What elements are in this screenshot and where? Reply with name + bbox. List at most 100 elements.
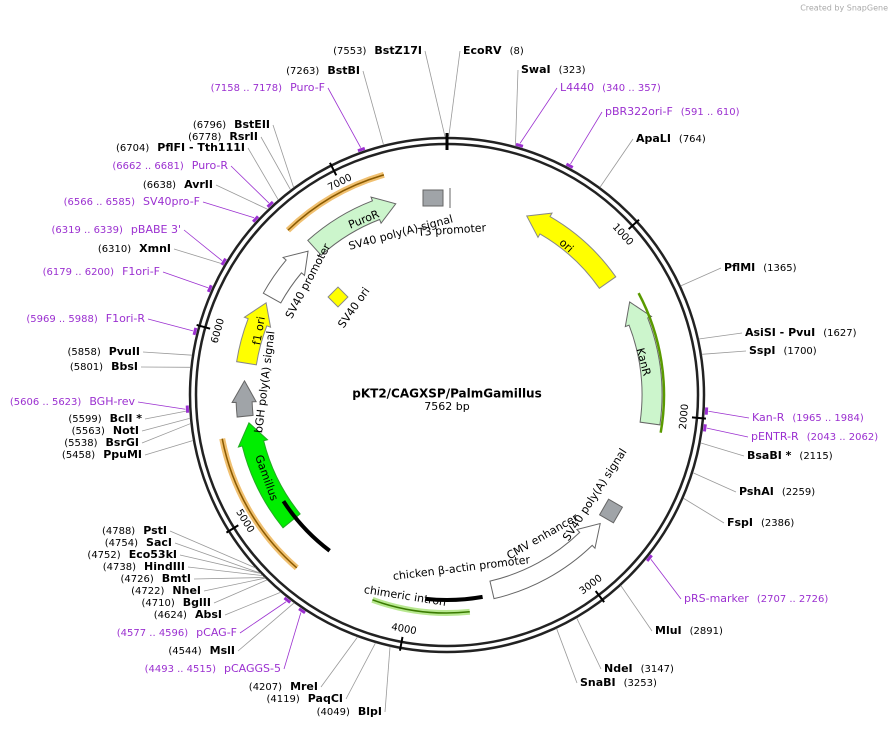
site-leader: [385, 647, 390, 712]
site-position: (2043 .. 2062): [807, 432, 879, 443]
site-label: PflMI(1365): [724, 261, 797, 274]
site-position: (4752): [87, 550, 120, 561]
site-label: AsiSI - PvuI(1627): [745, 326, 857, 339]
primer-leader: [707, 428, 748, 437]
primer-label: (4577 .. 4596)pCAG-F: [117, 626, 237, 639]
site-position: (7158 .. 7178): [211, 83, 283, 94]
site-label: (4624)AbsI: [154, 608, 222, 621]
site-position: (5969 .. 5988): [26, 314, 98, 325]
primer-leader: [708, 411, 749, 418]
site-name: SV40pro-F: [143, 195, 200, 208]
site-position: (4544): [168, 646, 201, 657]
site-label: (4119)PaqCI: [267, 692, 344, 705]
site-leader: [321, 637, 358, 687]
primer-label: (5969 .. 5988)F1ori-R: [26, 312, 145, 325]
site-name: Puro-R: [192, 159, 229, 172]
site-leader: [346, 643, 375, 699]
site-name: ApaLI: [636, 132, 671, 145]
site-name: SnaBI: [580, 676, 616, 689]
site-label: NdeI(3147): [604, 662, 674, 675]
site-leader: [261, 137, 291, 190]
site-label: (5801) BbsI: [70, 360, 138, 373]
site-leader: [425, 51, 445, 137]
site-label: SwaI (323): [521, 63, 586, 76]
site-position: (5858): [67, 347, 100, 358]
primer-label: (5606 .. 5623) BGH-rev: [10, 395, 136, 408]
site-leader: [557, 629, 577, 683]
site-name: pCAG-F: [196, 626, 237, 639]
site-name: BstBI: [327, 64, 360, 77]
site-name: AsiSI - PvuI: [745, 326, 815, 339]
feature-box: [600, 499, 623, 523]
site-position: (6319 .. 6339): [52, 225, 124, 236]
site-label: EcoRV(8): [463, 44, 524, 57]
site-position: (6704): [116, 143, 149, 154]
map-title: pKT2/CAGXSP/PalmGamillus: [352, 387, 542, 401]
site-leader: [681, 268, 721, 286]
primer-label: (6566 .. 6585) SV40pro-F: [64, 195, 200, 208]
site-position: (4119): [267, 694, 300, 705]
site-label: SspI(1700): [749, 344, 817, 357]
site-label: (6310)XmnI: [98, 242, 171, 255]
site-position: (1700): [783, 346, 816, 357]
site-position: (6638): [143, 180, 176, 191]
primer-leader: [231, 166, 269, 203]
site-position: (5538): [64, 438, 97, 449]
site-leader: [194, 577, 265, 579]
site-label: (6704)PflFI - Tth111I: [116, 141, 245, 154]
site-position: (4049): [317, 707, 350, 718]
primer-label: pBR322ori-F (591 .. 610): [605, 105, 740, 118]
site-leader: [248, 148, 278, 200]
site-name: BbsI: [111, 360, 138, 373]
site-label: (7263)BstBI: [286, 64, 360, 77]
site-name: FspI: [727, 516, 753, 529]
tick-label: 4000: [390, 622, 417, 637]
site-name: MslI: [210, 644, 235, 657]
primer-mark: [704, 424, 705, 431]
site-position: (4738): [103, 562, 136, 573]
primer-leader: [651, 559, 681, 599]
primer-label: pRS-marker(2707 .. 2726): [684, 592, 828, 605]
map-size: 7562 bp: [424, 400, 469, 413]
site-name: BGH-rev: [89, 395, 135, 408]
site-leader: [683, 498, 724, 523]
site-name: SwaI: [521, 63, 551, 76]
site-position: (591 .. 610): [681, 107, 740, 118]
primer-leader: [148, 319, 193, 331]
site-position: (2707 .. 2726): [757, 594, 829, 605]
site-position: (4493 .. 4515): [145, 664, 217, 675]
site-position: (5801): [70, 362, 103, 373]
site-label: SnaBI(3253): [580, 676, 657, 689]
site-name: AvrII: [184, 178, 213, 191]
site-position: (5606 .. 5623): [10, 397, 82, 408]
site-leader: [145, 411, 189, 419]
primer-mark: [194, 328, 196, 335]
site-name: PpuMI: [103, 448, 142, 461]
primer-leader: [520, 88, 557, 143]
site-position: (4624): [154, 610, 187, 621]
feature-arrow: [232, 381, 256, 417]
site-name: pBR322ori-F: [605, 105, 673, 118]
site-label: (4544) MslI: [168, 644, 235, 657]
site-name: Kan-R: [752, 411, 785, 424]
site-name: NdeI: [604, 662, 633, 675]
primer-leader: [571, 112, 602, 164]
site-position: (1365): [763, 263, 796, 274]
site-leader: [363, 71, 384, 145]
site-position: (4710): [142, 598, 175, 609]
site-position: (6566 .. 6585): [64, 197, 136, 208]
site-name: Puro-F: [290, 81, 325, 94]
primer-leader: [203, 202, 254, 218]
site-name: BlpI: [358, 705, 382, 718]
primer-leader: [328, 88, 361, 148]
site-label: (5458)PpuMI: [62, 448, 142, 461]
tick-mark: [692, 417, 706, 418]
primer-mark: [358, 148, 365, 150]
site-leader: [577, 618, 601, 669]
site-name: PshAI: [739, 485, 774, 498]
site-position: (4726): [121, 574, 154, 585]
site-position: (2115): [799, 451, 832, 462]
site-position: (323): [559, 65, 586, 76]
primer-leader: [184, 230, 222, 261]
